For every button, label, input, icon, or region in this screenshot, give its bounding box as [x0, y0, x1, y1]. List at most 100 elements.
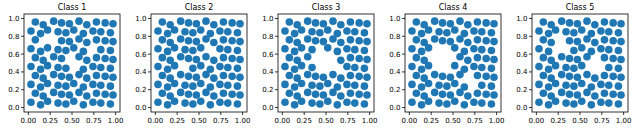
point [224, 81, 232, 89]
point [574, 56, 582, 64]
point [159, 36, 167, 44]
point [361, 82, 369, 90]
point [193, 38, 201, 46]
panel: 0.000.250.500.751.000.00.20.40.60.81.0Cl… [262, 3, 377, 125]
point [488, 47, 496, 55]
point [490, 38, 498, 46]
point [197, 98, 205, 106]
point [609, 55, 617, 63]
point [70, 26, 78, 34]
y-tick [21, 36, 24, 37]
point [109, 56, 117, 64]
y-tick-label: 1.0 [135, 15, 146, 23]
point [293, 74, 301, 82]
point [80, 30, 88, 38]
point [101, 37, 109, 45]
point [347, 89, 355, 97]
point [58, 55, 66, 63]
point [482, 37, 490, 45]
point [535, 98, 543, 106]
point [236, 20, 244, 28]
point [58, 19, 66, 27]
point [32, 18, 40, 26]
y-tick-label: 0.4 [135, 68, 147, 76]
point [578, 80, 586, 88]
point [615, 47, 623, 55]
point [304, 17, 312, 25]
point [545, 101, 553, 109]
x-tick [558, 112, 559, 115]
point [418, 48, 426, 56]
point [540, 18, 548, 26]
point [461, 30, 469, 38]
point [216, 63, 224, 71]
figure: 0.000.250.500.751.000.00.20.40.60.81.0Cl… [0, 0, 640, 135]
point [83, 39, 91, 47]
point [597, 81, 605, 89]
point [224, 99, 232, 107]
point [189, 47, 197, 55]
point [97, 81, 105, 89]
point [451, 44, 459, 52]
point [609, 37, 617, 45]
y-tick [402, 71, 405, 72]
point [281, 63, 289, 71]
point [281, 81, 289, 89]
point [343, 27, 351, 35]
point [431, 35, 439, 43]
y-tick-label: 0.8 [389, 33, 400, 41]
point [478, 99, 486, 107]
point [578, 62, 586, 70]
y-tick [148, 89, 151, 90]
point [193, 91, 201, 99]
point [50, 71, 58, 79]
point [66, 38, 74, 46]
point [159, 89, 167, 97]
x-tick-label: 1.00 [616, 117, 632, 125]
point [447, 38, 455, 46]
point [566, 55, 574, 63]
point [154, 98, 162, 106]
point [591, 92, 599, 100]
point [470, 63, 478, 71]
point [488, 29, 496, 37]
point [355, 19, 363, 27]
point [107, 100, 115, 108]
point [570, 82, 578, 90]
x-tick [242, 112, 243, 115]
point [181, 28, 189, 36]
point [93, 36, 101, 44]
points [154, 17, 244, 108]
x-tick-label: 0.75 [467, 117, 483, 125]
point [361, 29, 369, 37]
point [236, 73, 244, 81]
point [355, 73, 363, 81]
point [545, 48, 553, 56]
point [44, 44, 52, 52]
point [316, 100, 324, 108]
point [363, 38, 371, 46]
point [545, 65, 553, 73]
point [601, 54, 609, 62]
point [159, 54, 167, 62]
point [562, 99, 570, 107]
point [166, 74, 174, 82]
point [609, 90, 617, 98]
y-tick-label: 0.2 [8, 86, 19, 94]
point [154, 81, 162, 89]
point [535, 27, 543, 35]
point [605, 46, 613, 54]
y-tick-label: 0.6 [135, 51, 147, 59]
point [447, 91, 455, 99]
point [578, 98, 586, 106]
point [439, 90, 447, 98]
point [470, 98, 478, 106]
x-tick [369, 112, 370, 115]
point [293, 92, 301, 100]
frame [24, 14, 120, 112]
point [70, 44, 78, 52]
frame [405, 14, 501, 112]
x-tick-label: 0.25 [296, 117, 312, 125]
x-tick-label: 0.75 [86, 117, 102, 125]
point [337, 39, 345, 47]
